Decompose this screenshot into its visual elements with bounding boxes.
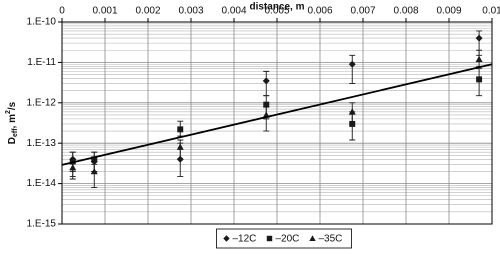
x-tick-label: 0.008 [393,6,418,17]
legend-label: –20C [276,234,300,245]
y-axis-title: Deff, m2/s [5,101,19,144]
marker-diamond [262,77,270,85]
x-tick-label: 0.002 [135,6,160,17]
marker-triangle [176,143,184,150]
y-title-sup: 2 [5,110,12,114]
marker-square [266,235,273,242]
y-tick-label: 1.E-13 [27,138,57,149]
y-title-sub: eff [12,128,19,137]
y-tick-label: 1.E-10 [27,17,57,28]
marker-diamond [223,235,230,242]
x-tick-label: 0.005 [264,6,289,17]
legend-box [216,228,352,249]
y-tick-label: 1.E-11 [27,57,56,68]
marker-square [91,156,98,163]
marker-square [177,126,184,133]
x-tick-label: 0.009 [436,6,461,17]
marker-square [263,101,270,108]
legend-label: –35C [319,234,343,245]
marker-triangle [309,235,316,242]
x-tick-label: 0.01 [482,6,500,17]
marker-triangle [475,55,483,63]
marker-diamond [475,34,483,42]
error-bar [263,106,270,132]
marker-diamond [348,60,356,68]
x-axis-title: distance, m [249,2,304,13]
marker-triangle [90,167,98,175]
y-tick-label: 1.E-14 [27,178,57,189]
marker-triangle [69,164,77,171]
x-tick-label: 0.003 [178,6,203,17]
x-tick-label: 0.004 [221,6,246,17]
y-title-part: , m [7,114,18,129]
y-tick-label: 1.E-12 [27,97,57,108]
x-tick-label: 0.001 [92,6,117,17]
legend-label: –12C [233,234,257,245]
y-title-part: /s [7,101,18,110]
marker-square [476,76,483,83]
x-tick-label: 0.006 [307,6,332,17]
legend: –12C –20C –35C [216,228,352,249]
x-tick-label: 0.007 [350,6,375,17]
y-tick-label: 1.E-15 [27,219,57,230]
plot-border [61,21,493,225]
marker-triangle [348,108,356,115]
y-title-part: D [7,137,18,144]
error-bar [349,54,356,84]
x-tick-label: 0 [59,6,65,17]
trend-line [61,63,493,166]
